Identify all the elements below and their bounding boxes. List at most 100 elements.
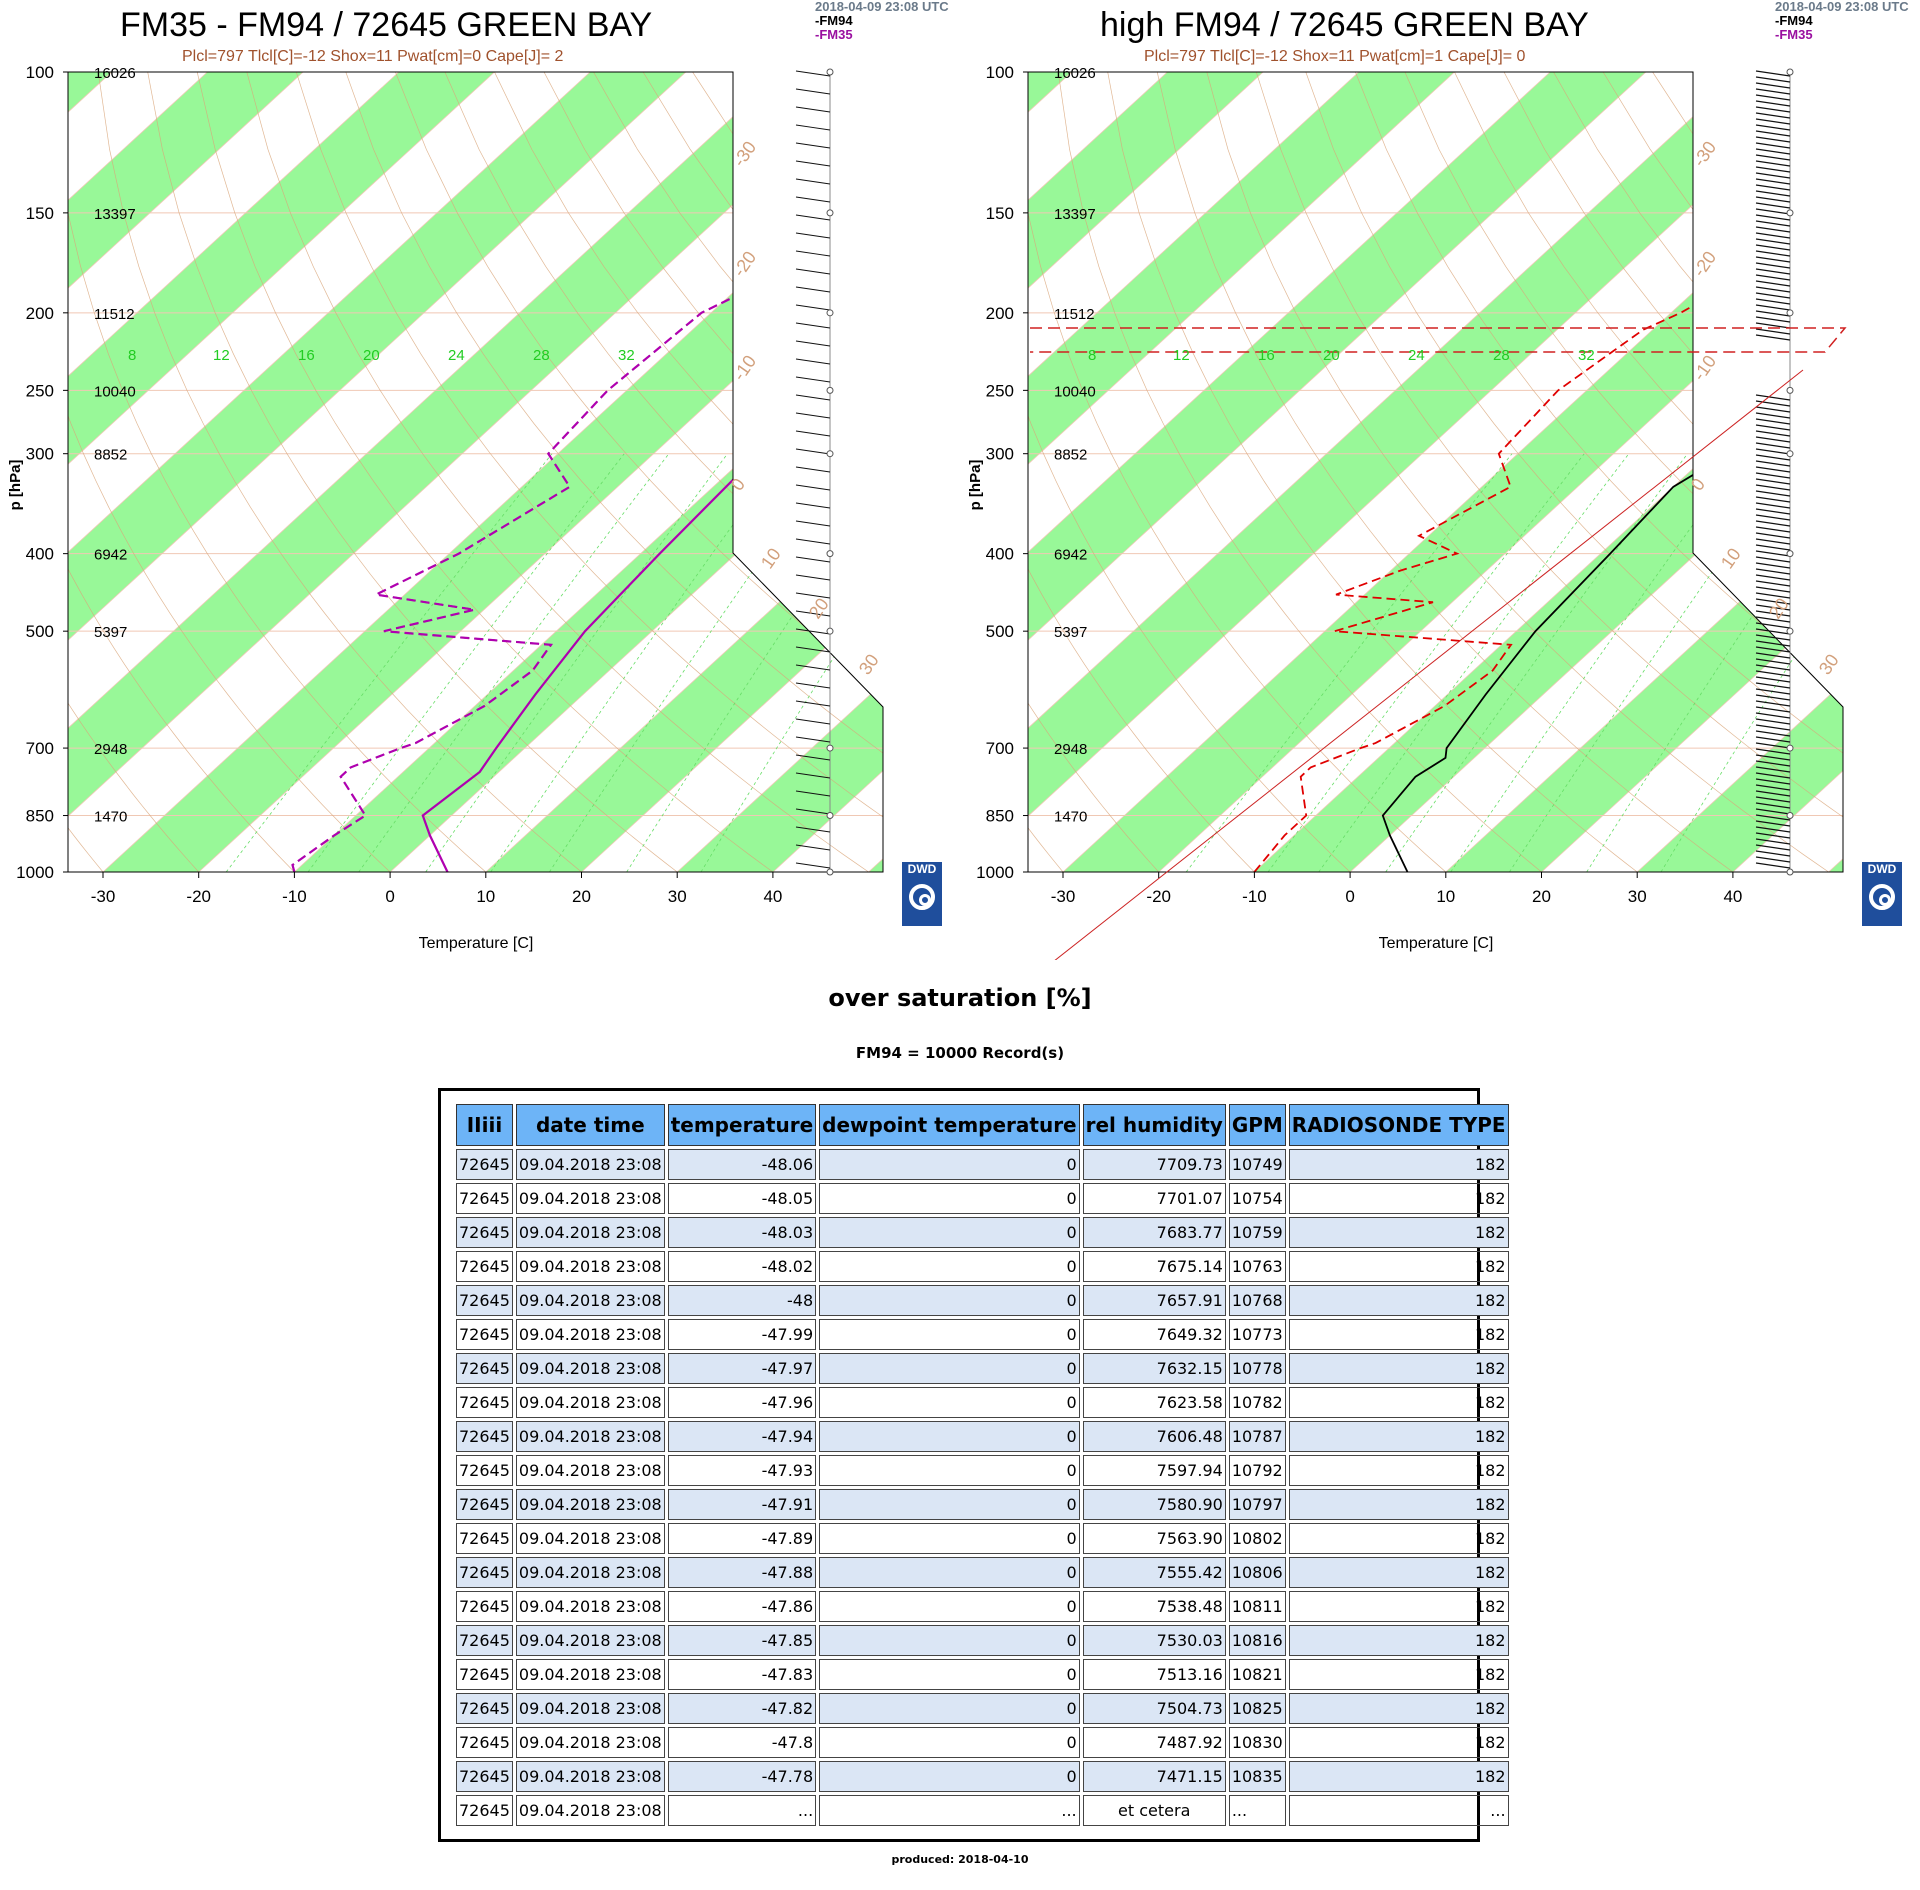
y-tick-label: 400 [986,545,1014,564]
left-chart-subtitle: Plcl=797 Tlcl[C]=-12 Shox=11 Pwat[cm]=0 … [182,48,564,65]
wind-level-marker [826,744,834,752]
isotherm-line [1445,72,1843,872]
cell-rel-humidity: 7471.15 [1082,1761,1226,1792]
wind-barb [1755,262,1791,269]
wind-barb [1755,796,1791,803]
height-label: 16026 [94,65,136,82]
height-label: 8852 [94,447,127,464]
left-chart-stamp: 2018-04-09 23:08 UTC -FM94 -FM35 [815,0,949,42]
y-tick-label: 850 [986,807,1014,826]
cell-station: 72645 [456,1659,513,1690]
wind-barb [1755,838,1791,845]
wind-barb [1755,406,1791,413]
cell-gpm: 10835 [1228,1761,1286,1792]
wind-barb [1755,136,1791,143]
y-tick-label: 700 [986,739,1014,758]
cell-dewpoint: 0 [819,1455,1080,1486]
wind-barb [795,808,831,815]
cell-datetime: 09.04.2018 23:08 [515,1353,665,1384]
theta-label: 30 [855,650,883,678]
y-tick-label: 1000 [16,863,54,882]
wind-barb [1755,526,1791,533]
wind-barb [795,376,831,383]
temperature-band [68,72,878,872]
cell-datetime: 09.04.2018 23:08 [515,1285,665,1316]
cell-datetime: 09.04.2018 23:08 [515,1183,665,1214]
wind-level-marker [1786,868,1794,876]
cell-datetime: 09.04.2018 23:08 [515,1489,665,1520]
wind-barb [1755,124,1791,131]
temperature-band [485,72,883,872]
wind-barb [1755,706,1791,713]
cell-rel-humidity: 7709.73 [1082,1149,1226,1180]
cell-gpm: 10759 [1228,1217,1286,1248]
wind-barb [1755,226,1791,233]
theta-label: 20 [805,594,833,622]
wind-level-marker [826,868,834,876]
dry-adiabat-line [940,72,960,872]
cell-dewpoint: 0 [819,1421,1080,1452]
wind-barb [1755,298,1791,305]
x-tick-label: 30 [668,887,687,906]
wind-barb [1755,736,1791,743]
cell-datetime: 09.04.2018 23:08 [515,1693,665,1724]
cell-rel-humidity: 7580.90 [1082,1489,1226,1520]
dry-adiabat-line [444,72,883,872]
cell-gpm: 10811 [1228,1591,1286,1622]
wind-barb [1755,202,1791,209]
y-tick-label: 250 [986,381,1014,400]
right-chart-title: high FM94 / 72645 GREEN BAY [1100,6,1589,44]
cell-radiosonde-type: 182 [1288,1285,1509,1316]
wind-barb [795,268,831,275]
mixing-ratio-line [358,453,670,872]
cell-station: 72645 [456,1149,513,1180]
cell-temperature: -47.82 [667,1693,817,1724]
cell-rel-humidity: 7504.73 [1082,1693,1226,1724]
wind-barb [795,736,831,743]
theta-label: 30 [1815,650,1843,678]
x-tick-label: -10 [1242,887,1267,906]
y-tick-label: 500 [26,622,54,641]
cell-datetime: 09.04.2018 23:08 [515,1625,665,1656]
table-row: 72645 09.04.2018 23:08 -48 0 7657.91 10768 182 [456,1285,1509,1316]
saturation-title: over saturation [%] [828,984,1092,1012]
wind-barb [1755,628,1791,635]
cell-station: 72645 [456,1183,513,1214]
wind-barb [1755,394,1791,401]
wind-barb [795,682,831,689]
cell-dewpoint: 0 [819,1727,1080,1758]
wind-barb [1755,718,1791,725]
mixing-ratio-line [1450,453,1745,872]
mixing-ratio-label: 24 [1408,347,1425,364]
column-header-station: IIiii [456,1104,513,1146]
wind-barb [1755,610,1791,617]
skewt-charts: 100 150 200 250 300 400 500 700 850 1000 16026 1339… [7,0,1909,960]
mixing-ratio-label: 16 [298,347,315,364]
cell-rel-humidity: 7683.77 [1082,1217,1226,1248]
wind-barb [795,88,831,95]
cell-station: 72645 [456,1795,513,1826]
cell-dewpoint: ... [819,1795,1080,1826]
y-tick-label: 150 [986,204,1014,223]
height-label: 2948 [94,741,127,758]
wind-barb [1755,694,1791,701]
wind-barb [1755,676,1791,683]
cell-temperature: -47.93 [667,1455,817,1486]
wind-barb [1755,592,1791,599]
wind-barb [1755,700,1791,707]
cell-dewpoint: 0 [819,1693,1080,1724]
wind-barb [1755,400,1791,407]
wind-barb [1755,586,1791,593]
cell-station: 72645 [456,1727,513,1758]
wind-barb [795,610,831,617]
cell-rel-humidity: 7623.58 [1082,1387,1226,1418]
wind-barb [1755,778,1791,785]
cell-dewpoint: 0 [819,1285,1080,1316]
isotherm-line [294,72,883,872]
dwd-logo-right: DWD [1862,862,1902,926]
cell-dewpoint: 0 [819,1319,1080,1350]
wind-barb [795,538,831,545]
wind-barb [795,340,831,347]
x-tick-label: -30 [91,887,116,906]
wind-barb [1755,160,1791,167]
